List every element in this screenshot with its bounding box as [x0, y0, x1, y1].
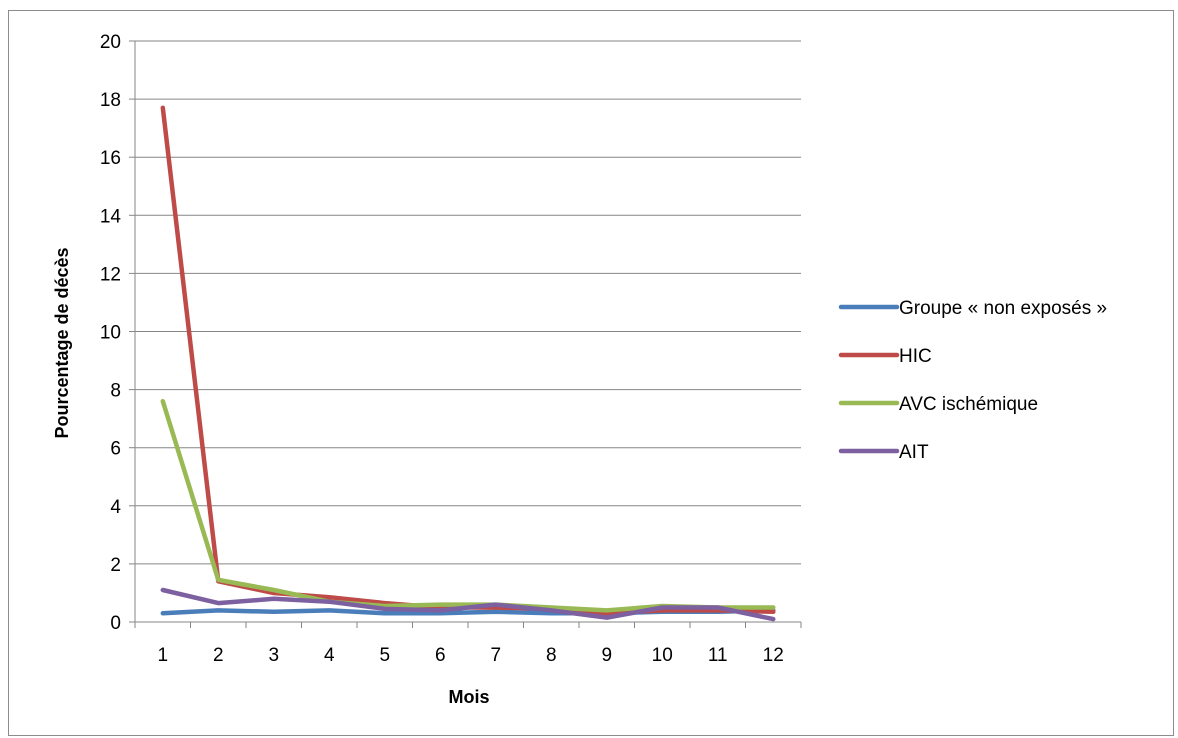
series-line-2 — [160, 105, 776, 616]
y-tick-label: 14 — [100, 206, 122, 227]
chart-frame: 0 2 4 6 8 10 12 14 16 18 20 1 2 3 4 5 6 7 8 9 10 11 12 Pource… — [8, 10, 1174, 736]
x-tick-label: 12 — [763, 645, 784, 666]
series-line-4 — [160, 587, 776, 622]
x-tick-label: 1 — [157, 645, 168, 666]
y-tick-label: 8 — [110, 381, 121, 402]
x-tick-label: 11 — [708, 645, 728, 666]
y-tick-label: 2 — [110, 555, 121, 576]
legend-label: AVC ischémique — [899, 394, 1038, 415]
legend-item: AVC ischémique — [838, 394, 1038, 415]
x-tick-label: 6 — [435, 645, 446, 666]
x-tick-label: 7 — [490, 645, 501, 666]
legend-item: AIT — [838, 442, 929, 463]
x-tick-labels: 1 2 3 4 5 6 7 8 9 10 11 12 — [157, 645, 783, 666]
legend-label: HIC — [899, 346, 932, 367]
legend-item: Groupe « non exposés » — [838, 298, 1107, 319]
x-tick-label: 5 — [379, 645, 390, 666]
gridlines — [135, 40, 801, 565]
x-tick-label: 3 — [268, 645, 279, 666]
y-tick-label: 12 — [100, 264, 121, 285]
y-tick-labels: 0 2 4 6 8 10 12 14 16 18 20 — [100, 32, 122, 634]
legend-label: AIT — [899, 442, 929, 463]
x-axis-title: Mois — [448, 687, 489, 707]
y-axis-title: Pourcentage de décès — [52, 247, 72, 438]
y-tick-label: 18 — [100, 90, 121, 111]
y-tick-label: 10 — [100, 323, 121, 344]
y-tick-label: 0 — [110, 613, 121, 634]
x-tick-label: 9 — [601, 645, 612, 666]
x-tick-label: 2 — [213, 645, 224, 666]
y-tick-label: 4 — [110, 497, 121, 518]
legend-label: Groupe « non exposés » — [899, 298, 1107, 319]
series-lines — [160, 105, 776, 622]
legend: Groupe « non exposés » HIC AVC ischémique A… — [838, 298, 1107, 463]
y-tick-label: 16 — [100, 148, 121, 169]
x-tick-label: 8 — [546, 645, 557, 666]
y-tick-label: 6 — [110, 439, 121, 460]
legend-item: HIC — [838, 346, 932, 367]
x-tick-label: 4 — [324, 645, 335, 666]
y-tick-label: 20 — [100, 32, 121, 53]
x-tick-label: 10 — [652, 645, 673, 666]
axes — [129, 40, 802, 628]
